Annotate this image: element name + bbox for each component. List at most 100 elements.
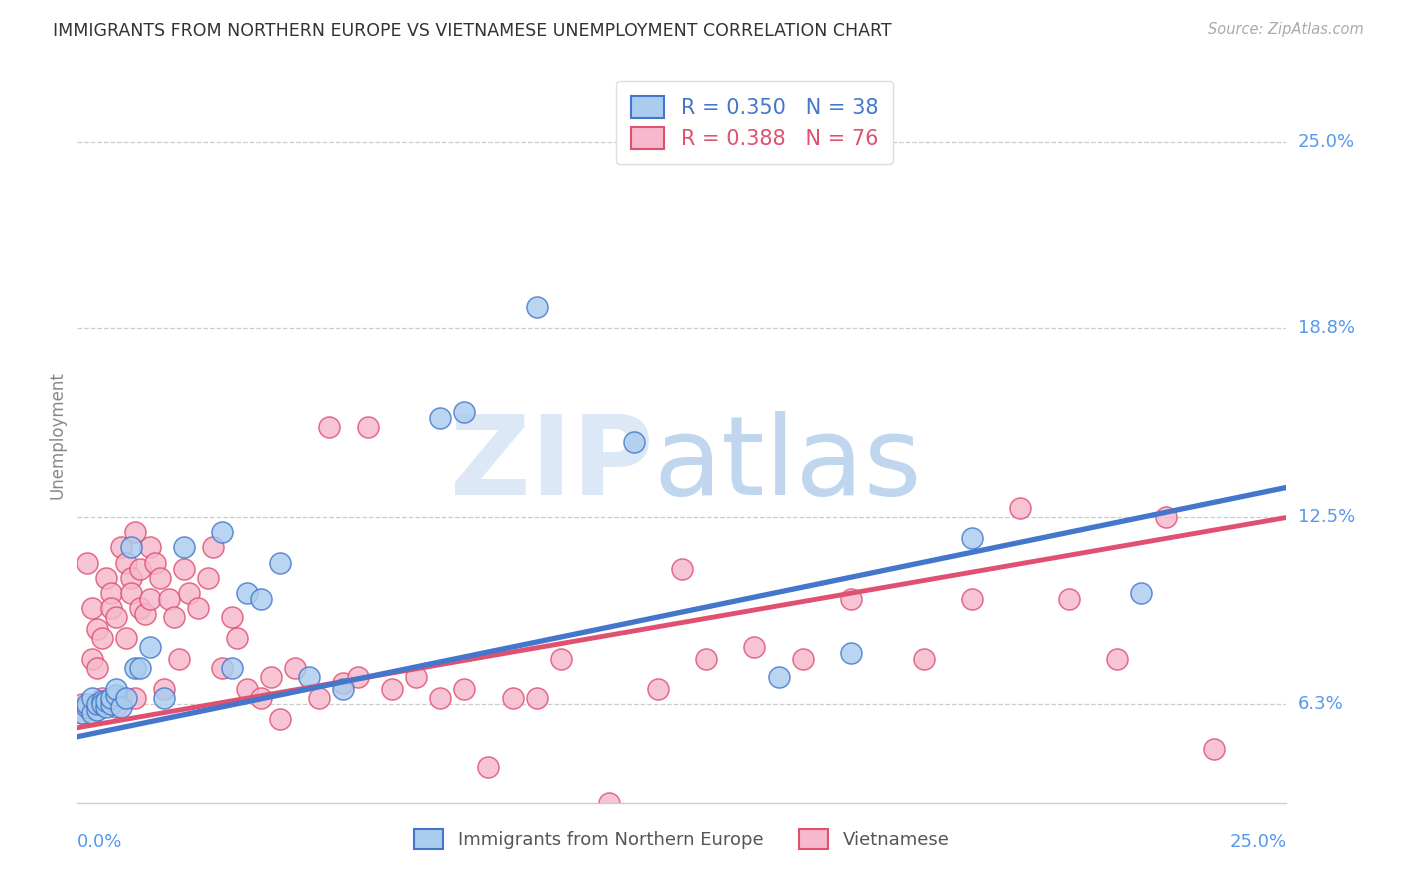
Point xyxy=(477,760,499,774)
Text: Source: ZipAtlas.com: Source: ZipAtlas.com xyxy=(1208,22,1364,37)
Point xyxy=(105,609,128,624)
Point xyxy=(76,697,98,711)
Point xyxy=(332,681,354,696)
Point xyxy=(134,607,156,621)
Point xyxy=(235,681,257,696)
Point xyxy=(226,631,249,645)
Point xyxy=(598,796,620,810)
Legend: Immigrants from Northern Europe, Vietnamese: Immigrants from Northern Europe, Vietnam… xyxy=(408,822,956,856)
Point xyxy=(86,697,108,711)
Point xyxy=(356,420,378,434)
Point xyxy=(260,670,283,684)
Point xyxy=(332,675,354,690)
Point xyxy=(381,681,404,696)
Point xyxy=(70,706,93,720)
Point xyxy=(90,694,112,708)
Point xyxy=(100,697,122,711)
Point xyxy=(110,690,132,705)
Point xyxy=(792,651,814,665)
Point xyxy=(960,532,983,546)
Point xyxy=(429,411,451,425)
Point xyxy=(1010,501,1032,516)
Point xyxy=(124,660,146,674)
Point xyxy=(129,561,152,575)
Point xyxy=(269,712,291,726)
Point xyxy=(143,556,166,570)
Point xyxy=(114,556,136,570)
Point xyxy=(80,600,103,615)
Point xyxy=(1202,741,1225,756)
Point xyxy=(744,640,766,654)
Point xyxy=(177,585,200,599)
Point xyxy=(157,591,180,606)
Point xyxy=(173,561,195,575)
Point xyxy=(110,699,132,714)
Point xyxy=(250,690,273,705)
Point xyxy=(1154,510,1177,524)
Point xyxy=(148,570,170,584)
Text: atlas: atlas xyxy=(652,411,921,517)
Y-axis label: Unemployment: Unemployment xyxy=(48,371,66,499)
Point xyxy=(526,300,548,314)
Point xyxy=(96,694,118,708)
Point xyxy=(526,690,548,705)
Point xyxy=(80,706,103,720)
Text: 25.0%: 25.0% xyxy=(1229,833,1286,851)
Point xyxy=(211,525,233,540)
Point xyxy=(96,570,118,584)
Point xyxy=(90,697,112,711)
Point xyxy=(250,591,273,606)
Point xyxy=(105,681,128,696)
Point xyxy=(100,600,122,615)
Text: ZIP: ZIP xyxy=(450,411,652,517)
Point xyxy=(105,699,128,714)
Text: 18.8%: 18.8% xyxy=(1298,319,1354,337)
Point xyxy=(269,556,291,570)
Text: 0.0%: 0.0% xyxy=(77,833,122,851)
Point xyxy=(96,699,118,714)
Point xyxy=(167,651,190,665)
Point xyxy=(453,681,475,696)
Point xyxy=(76,556,98,570)
Point xyxy=(197,570,219,584)
Point xyxy=(80,690,103,705)
Point xyxy=(70,697,93,711)
Point xyxy=(211,660,233,674)
Point xyxy=(100,690,122,705)
Point xyxy=(671,561,693,575)
Point xyxy=(120,541,142,555)
Point xyxy=(105,688,128,702)
Text: 12.5%: 12.5% xyxy=(1298,508,1355,526)
Point xyxy=(70,706,93,720)
Point xyxy=(96,697,118,711)
Point xyxy=(768,670,790,684)
Point xyxy=(80,706,103,720)
Point xyxy=(86,660,108,674)
Point xyxy=(912,651,935,665)
Point xyxy=(308,690,330,705)
Point xyxy=(139,640,162,654)
Point xyxy=(76,699,98,714)
Point xyxy=(139,541,162,555)
Point xyxy=(221,609,243,624)
Text: 25.0%: 25.0% xyxy=(1298,133,1355,151)
Text: IMMIGRANTS FROM NORTHERN EUROPE VS VIETNAMESE UNEMPLOYMENT CORRELATION CHART: IMMIGRANTS FROM NORTHERN EUROPE VS VIETN… xyxy=(53,22,891,40)
Point xyxy=(453,405,475,419)
Point xyxy=(221,660,243,674)
Point xyxy=(173,541,195,555)
Point xyxy=(284,660,307,674)
Point xyxy=(90,690,112,705)
Point xyxy=(120,570,142,584)
Point xyxy=(114,690,136,705)
Point xyxy=(187,600,209,615)
Point xyxy=(235,585,257,599)
Point xyxy=(153,690,176,705)
Point xyxy=(347,670,370,684)
Point xyxy=(960,591,983,606)
Point xyxy=(86,622,108,636)
Point xyxy=(76,699,98,714)
Point xyxy=(1130,585,1153,599)
Point xyxy=(129,600,152,615)
Point xyxy=(405,670,427,684)
Point xyxy=(120,585,142,599)
